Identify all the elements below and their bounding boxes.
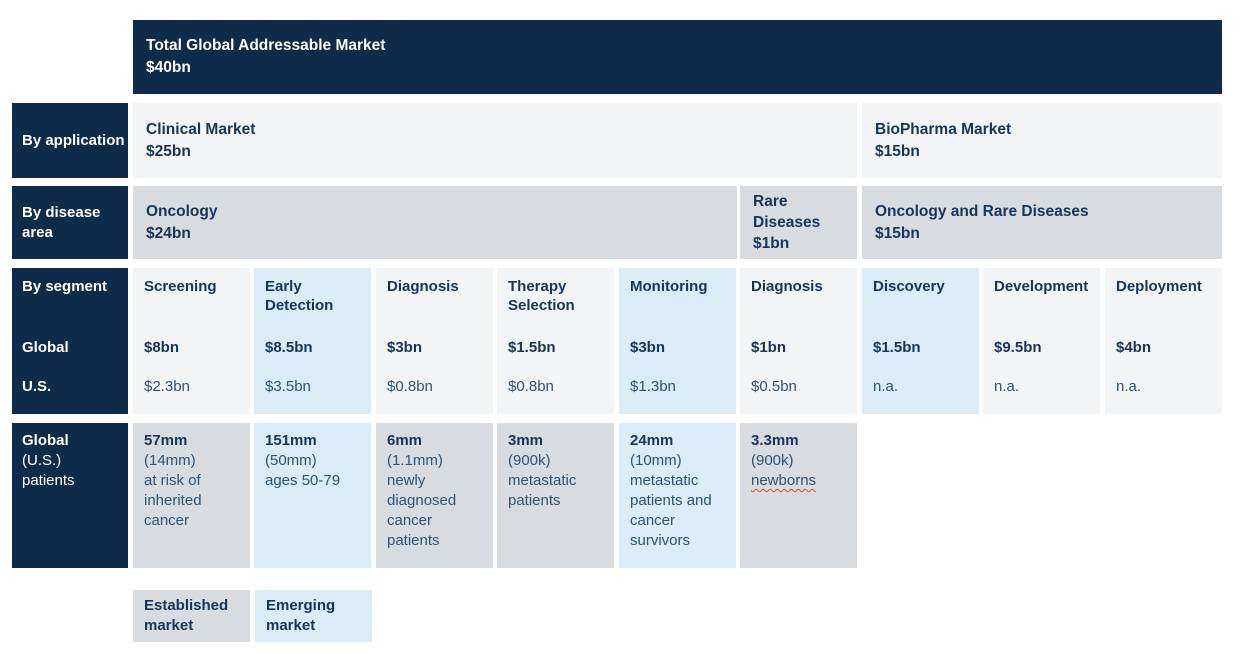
- patient-value: 57mm: [144, 432, 188, 449]
- patient-us-value: (50mm): [265, 452, 317, 469]
- segment-us-value: $2.3bn: [144, 378, 190, 395]
- row-label-text: (U.S.): [22, 452, 62, 469]
- cell-biopharma-market: BioPharma Market $15bn: [862, 103, 1222, 178]
- legend-emerging-market: Emerging market: [255, 590, 372, 642]
- segment-cell-screening: Screening $8bn $2.3bn: [133, 268, 250, 414]
- cell-title: Rare Diseases: [753, 193, 821, 231]
- patient-description: ages 50-79: [265, 472, 341, 489]
- segment-global-value: $3bn: [630, 339, 666, 356]
- cell-value: $1bn: [753, 235, 790, 252]
- patient-us-value: (10mm): [630, 452, 682, 469]
- segment-cell-development: Development $9.5bn n.a.: [983, 268, 1100, 414]
- banner-title: Total Global Addressable Market: [146, 37, 386, 54]
- segment-global-value: $1.5bn: [508, 339, 556, 356]
- segment-title: Diagnosis: [751, 278, 823, 295]
- segment-us-value: $0.8bn: [508, 378, 554, 395]
- segment-title: Diagnosis: [387, 278, 459, 295]
- patient-cell-monitoring: 24mm (10mm) metastatic patients and canc…: [619, 423, 736, 568]
- segment-title: Monitoring: [630, 278, 708, 295]
- segment-global-value: $3bn: [387, 339, 423, 356]
- us-row-label: U.S.: [22, 378, 52, 395]
- row-label-text: By segment: [22, 278, 108, 295]
- patient-us-value: (1.1mm): [387, 452, 443, 469]
- row-label-text: Global: [22, 432, 69, 449]
- segment-us-value: n.a.: [1116, 378, 1142, 395]
- segment-cell-deployment: Deployment $4bn n.a.: [1105, 268, 1222, 414]
- row-label-by-disease-area: By disease area: [12, 186, 128, 259]
- segment-title: Development: [994, 278, 1089, 295]
- segment-cell-diagnosis-oncology: Diagnosis $3bn $0.8bn: [376, 268, 493, 414]
- segment-global-value: $9.5bn: [994, 339, 1042, 356]
- segment-cell-discovery: Discovery $1.5bn n.a.: [862, 268, 979, 414]
- cell-rare-diseases: Rare Diseases $1bn: [740, 186, 857, 259]
- segment-us-value: $3.5bn: [265, 378, 311, 395]
- cell-value: $15bn: [875, 224, 920, 242]
- row-label-text: By disease area: [22, 203, 101, 241]
- row-label-by-application: By application: [12, 103, 128, 178]
- total-market-banner: Total Global Addressable Market $40bn: [133, 20, 1222, 94]
- patient-description: newly diagnosed cancer patients: [387, 472, 457, 549]
- row-label-by-segment: By segment Global U.S.: [12, 268, 128, 414]
- segment-global-value: $1.5bn: [873, 339, 921, 356]
- segment-global-value: $1bn: [751, 339, 787, 356]
- segment-global-value: $8.5bn: [265, 339, 313, 356]
- segment-us-value: n.a.: [873, 378, 899, 395]
- legend-label: Emerging market: [266, 597, 336, 634]
- cell-clinical-market: Clinical Market $25bn: [133, 103, 857, 178]
- segment-cell-early-detection: Early Detection $8.5bn $3.5bn: [254, 268, 371, 414]
- segment-title: Discovery: [873, 278, 945, 295]
- cell-value: $15bn: [875, 142, 920, 160]
- row-label-global-us-patients: Global (U.S.) patients: [12, 423, 128, 568]
- segment-us-value: $0.8bn: [387, 378, 433, 395]
- segment-us-value: $0.5bn: [751, 378, 797, 395]
- patient-description-misspell-underline: newborns: [751, 472, 817, 489]
- segment-title: Deployment: [1116, 278, 1202, 295]
- patient-cell-therapy-selection: 3mm (900k) metastatic patients: [497, 423, 614, 568]
- patient-description: metastatic patients and cancer survivors: [630, 472, 712, 549]
- row-label-text: By application: [22, 131, 125, 149]
- segment-cell-therapy-selection: Therapy Selection $1.5bn $0.8bn: [497, 268, 614, 414]
- cell-title: Clinical Market: [146, 120, 256, 138]
- global-row-label: Global: [22, 339, 69, 356]
- patient-us-value: (900k): [508, 452, 551, 469]
- legend-label: Established market: [144, 597, 229, 634]
- cell-title: Oncology and Rare Diseases: [875, 202, 1089, 220]
- patient-description: metastatic patients: [508, 472, 577, 509]
- patient-value: 3mm: [508, 432, 544, 449]
- segment-us-value: $1.3bn: [630, 378, 676, 395]
- segment-cell-diagnosis-rare: Diagnosis $1bn $0.5bn: [740, 268, 857, 414]
- segment-cell-monitoring: Monitoring $3bn $1.3bn: [619, 268, 736, 414]
- segment-us-value: n.a.: [994, 378, 1020, 395]
- patient-value: 3.3mm: [751, 432, 799, 449]
- patient-value: 24mm: [630, 432, 674, 449]
- segment-global-value: $8bn: [144, 339, 180, 356]
- patient-value: 151mm: [265, 432, 317, 449]
- cell-oncology: Oncology $24bn: [133, 186, 737, 259]
- patient-value: 6mm: [387, 432, 423, 449]
- patient-us-value: (14mm): [144, 452, 196, 469]
- row-label-text: patients: [22, 472, 75, 489]
- patient-description: at risk of inherited cancer: [144, 472, 202, 529]
- banner-value: $40bn: [146, 59, 191, 76]
- segment-title: Early Detection: [265, 278, 334, 314]
- cell-title: Oncology: [146, 202, 218, 220]
- segment-global-value: $4bn: [1116, 339, 1152, 356]
- cell-title: BioPharma Market: [875, 120, 1012, 138]
- patient-us-value: (900k): [751, 452, 794, 469]
- patient-cell-diagnosis-rare: 3.3mm (900k) newborns: [740, 423, 857, 568]
- cell-value: $25bn: [146, 142, 191, 160]
- patient-cell-early-detection: 151mm (50mm) ages 50-79: [254, 423, 371, 568]
- legend-established-market: Established market: [133, 590, 250, 642]
- cell-value: $24bn: [146, 224, 191, 242]
- patient-cell-screening: 57mm (14mm) at risk of inherited cancer: [133, 423, 250, 568]
- patient-cell-diagnosis-oncology: 6mm (1.1mm) newly diagnosed cancer patie…: [376, 423, 493, 568]
- cell-oncology-and-rare-diseases: Oncology and Rare Diseases $15bn: [862, 186, 1222, 259]
- segment-title: Screening: [144, 278, 217, 295]
- segment-title: Therapy Selection: [508, 278, 575, 314]
